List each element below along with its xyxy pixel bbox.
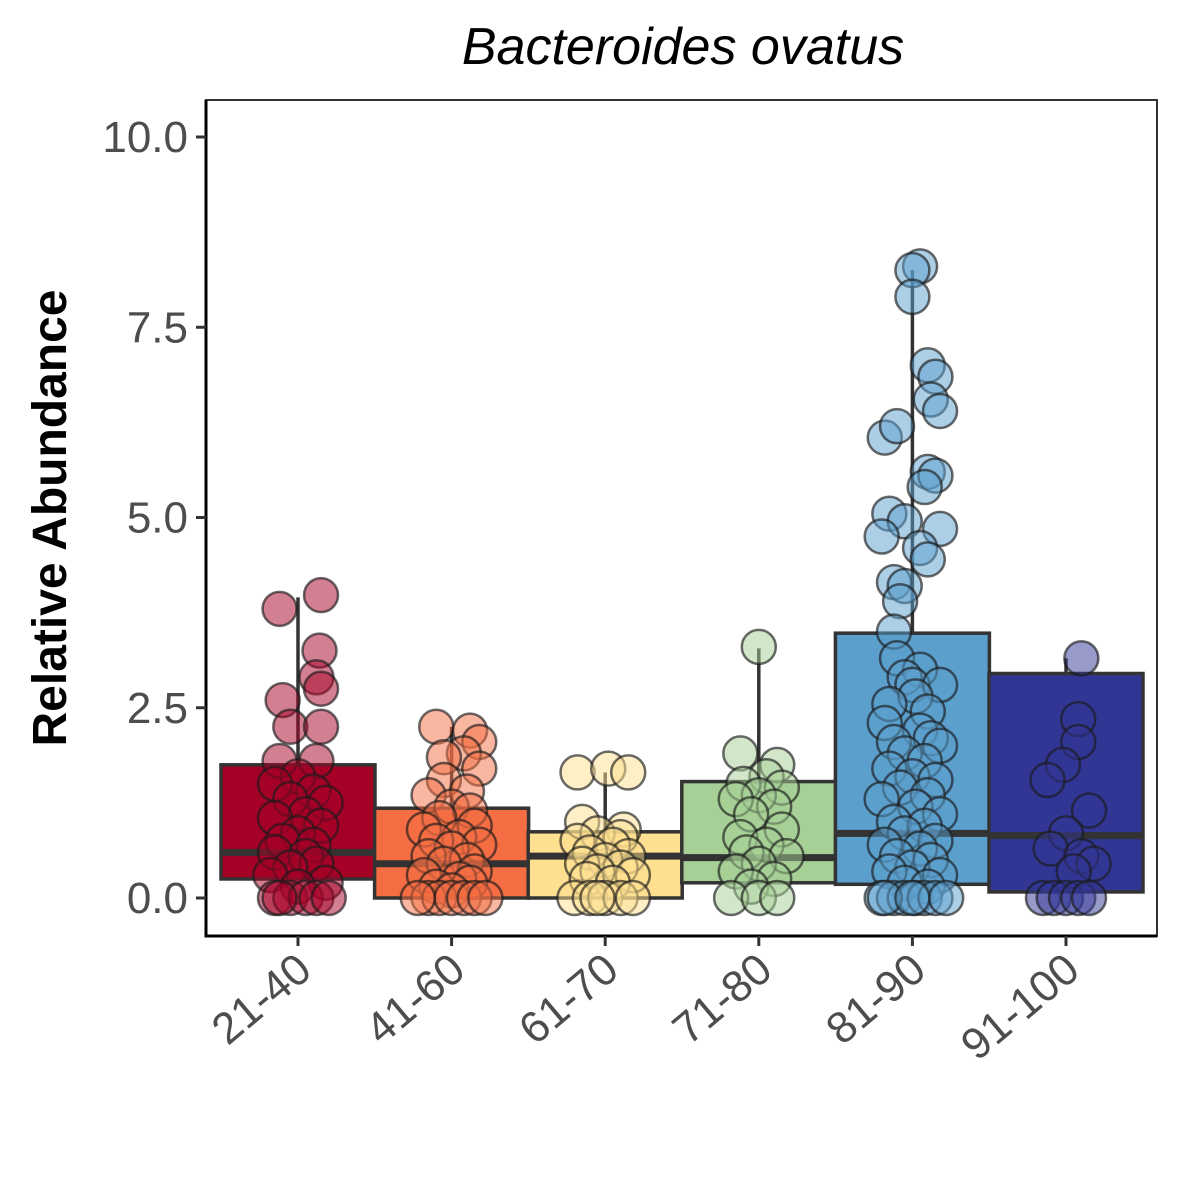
point-81-90-2 [894,278,931,316]
point-91-100-5 [1070,792,1108,829]
y-tick-label-2: 5.0 [127,494,188,543]
point-61-70-2 [609,754,647,791]
point-21-40-7 [302,708,340,746]
y-tick-label-3: 7.5 [127,303,188,352]
point-81-90-15 [863,518,900,555]
point-61-70-23 [579,879,616,917]
point-41-60-33 [399,879,437,917]
point-21-40-0 [261,590,298,628]
point-91-100-4 [1029,761,1066,799]
point-21-40-32 [310,879,347,917]
axes: 0.0 2.5 5.0 7.5 10.0 21-40 41-60 61-70 71-80 81-9… [102,100,1157,1070]
x-tick-label-61-70: 61-70 [510,944,628,1054]
chart-title: Bacteroides ovatus [462,18,904,76]
point-91-100-15 [1070,879,1108,917]
point-81-90-20 [881,582,919,620]
point-81-90-11 [906,468,943,506]
y-axis-label: Relative Abundance [24,289,77,746]
y-tick-label-1: 2.5 [127,684,188,733]
x-tick-label-71-80: 71-80 [664,944,782,1054]
y-tick-label-0: 0.0 [127,874,188,923]
point-61-70-0 [559,754,596,791]
x-tick-label-21-40: 21-40 [203,944,321,1054]
point-21-40-6 [272,708,309,746]
point-21-40-1 [302,576,340,614]
y-tick-label-4: 10.0 [102,113,188,162]
point-81-90-8 [878,407,916,445]
point-21-40-5 [302,670,340,707]
point-81-90-64 [927,879,965,917]
x-tick-label-81-90: 81-90 [817,944,935,1054]
point-61-70-22 [614,879,652,917]
point-21-40-33 [261,879,298,917]
plot-area [205,99,1158,937]
point-81-90-6 [921,392,959,430]
point-41-60-0 [417,708,455,746]
point-81-90-66 [894,879,931,917]
point-41-60-32 [467,879,504,917]
x-tick-label-91-100: 91-100 [952,944,1088,1070]
point-71-80-21 [758,879,796,917]
x-tick-label-41-60: 41-60 [356,944,474,1054]
point-91-100-0 [1063,640,1100,677]
point-81-90-17 [909,541,947,578]
point-71-80-0 [740,628,778,666]
